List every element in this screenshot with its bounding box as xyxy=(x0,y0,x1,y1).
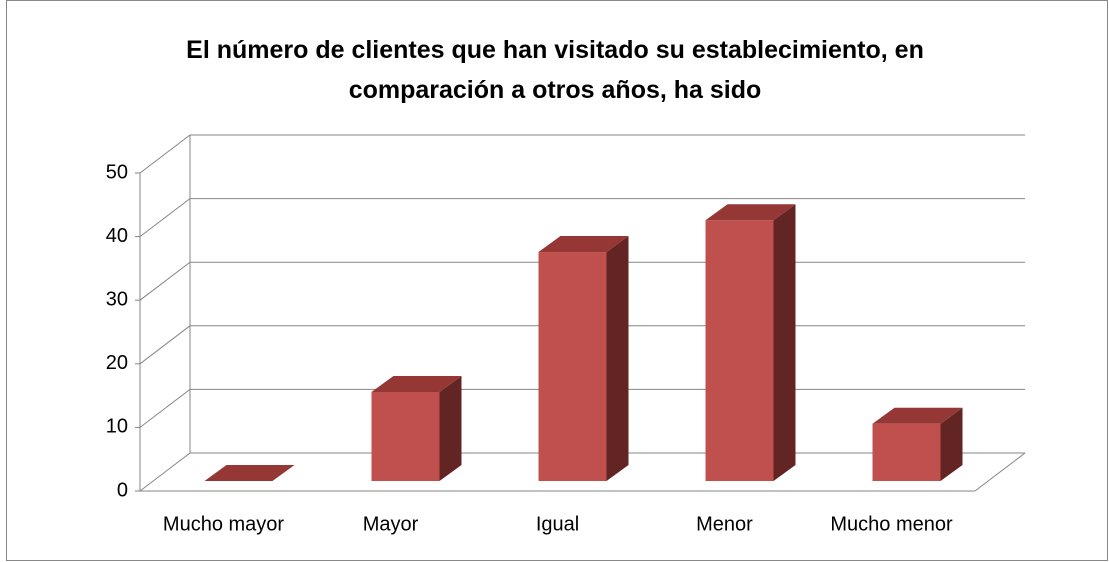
y-tick-label: 20 xyxy=(106,352,128,374)
chart-title: El número de clientes que han visitado s… xyxy=(186,36,924,104)
bar-top xyxy=(204,465,295,481)
y-tick-label: 0 xyxy=(117,479,128,501)
bar xyxy=(371,375,462,481)
bar-top xyxy=(705,204,796,221)
x-tick-label: Igual xyxy=(536,513,579,535)
bar-front xyxy=(371,391,440,481)
floor-right xyxy=(974,452,1026,492)
bar xyxy=(705,204,796,482)
bar xyxy=(204,465,295,481)
bar-front xyxy=(872,423,941,481)
y-tick-label: 40 xyxy=(106,225,128,247)
x-tick-label: Mayor xyxy=(363,513,419,535)
bar-front xyxy=(538,252,607,481)
bar-top xyxy=(872,407,963,424)
bar-front xyxy=(705,220,774,482)
grid-line xyxy=(139,134,1025,174)
x-tick-label: Mucho mayor xyxy=(163,513,284,535)
x-tick-label: Menor xyxy=(696,513,753,535)
bar-top xyxy=(371,375,462,392)
x-tick-label: Mucho menor xyxy=(830,513,953,535)
bar xyxy=(538,236,629,481)
bar-side xyxy=(940,407,963,481)
bar xyxy=(872,407,963,481)
bar-top xyxy=(538,236,629,253)
y-tick-label: 30 xyxy=(106,288,128,310)
y-tick-label: 50 xyxy=(106,161,128,183)
bar-side xyxy=(606,236,629,481)
chart-border xyxy=(6,0,1108,561)
y-tick-label: 10 xyxy=(106,416,128,438)
bar-side xyxy=(439,375,462,481)
bar-side xyxy=(773,204,796,482)
grid-line xyxy=(139,198,1025,237)
